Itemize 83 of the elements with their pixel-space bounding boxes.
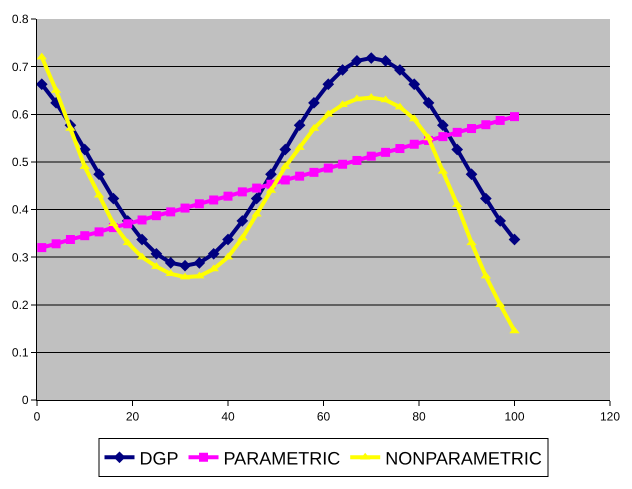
point xyxy=(194,199,204,208)
point xyxy=(380,55,392,67)
y-tick-label: 0.7 xyxy=(12,60,29,74)
point xyxy=(352,156,362,165)
point xyxy=(510,112,519,122)
y-tick-label: 0 xyxy=(22,393,29,408)
point xyxy=(366,152,376,161)
point xyxy=(324,164,333,173)
point xyxy=(338,160,348,169)
point xyxy=(194,256,206,269)
point xyxy=(410,140,419,149)
point xyxy=(180,204,190,213)
point xyxy=(467,124,476,134)
point xyxy=(480,192,492,204)
x-tick-label: 0 xyxy=(34,409,41,424)
point xyxy=(66,235,75,244)
point xyxy=(308,96,320,109)
point xyxy=(452,128,462,137)
point xyxy=(336,64,348,76)
point xyxy=(252,184,262,193)
point xyxy=(224,192,232,201)
point xyxy=(94,227,104,236)
point xyxy=(209,195,218,204)
point xyxy=(496,116,505,125)
x-tick-label: 20 xyxy=(126,409,140,424)
point xyxy=(78,144,91,156)
point xyxy=(138,215,147,224)
point xyxy=(222,234,234,246)
point xyxy=(395,144,404,154)
point xyxy=(279,144,292,156)
point xyxy=(166,207,176,216)
point xyxy=(394,64,406,76)
point xyxy=(322,78,334,90)
point xyxy=(481,120,490,130)
point xyxy=(295,172,304,181)
x-tick-label: 120 xyxy=(600,409,620,424)
y-tick-label: 0.5 xyxy=(12,155,29,170)
point xyxy=(236,215,248,227)
point xyxy=(80,231,90,240)
point xyxy=(466,168,478,180)
x-tick-label: 60 xyxy=(316,409,330,424)
y-tick-label: 0.6 xyxy=(12,107,29,122)
y-tick-label: 0.4 xyxy=(12,202,29,217)
point xyxy=(265,168,277,180)
point xyxy=(37,52,47,60)
point xyxy=(108,192,120,204)
point xyxy=(37,78,48,90)
legend-label: PARAMETRIC xyxy=(224,448,340,468)
y-tick-label: 0.1 xyxy=(12,346,29,360)
point xyxy=(238,187,247,196)
point xyxy=(422,96,434,109)
y-tick-label: 0.8 xyxy=(12,12,29,26)
point xyxy=(451,144,464,156)
point xyxy=(438,132,448,142)
point xyxy=(122,238,133,246)
point xyxy=(164,256,177,269)
y-tick-label: 0.2 xyxy=(12,298,29,312)
point xyxy=(280,175,290,184)
point xyxy=(250,192,262,204)
point xyxy=(494,215,506,227)
point xyxy=(351,55,363,67)
point xyxy=(179,260,191,272)
point xyxy=(437,119,449,132)
legend-label: DGP xyxy=(140,448,179,468)
point xyxy=(508,234,520,246)
point xyxy=(37,243,46,252)
point xyxy=(150,248,162,260)
legend-label: NONPARAMETRIC xyxy=(385,448,542,468)
point xyxy=(123,219,132,228)
point xyxy=(152,211,161,220)
point xyxy=(381,148,390,157)
point xyxy=(208,248,220,260)
point xyxy=(365,52,378,64)
point xyxy=(93,168,105,180)
point xyxy=(136,234,148,246)
x-tick-label: 40 xyxy=(221,409,235,424)
point xyxy=(294,119,306,132)
x-tick-label: 100 xyxy=(504,409,525,424)
point xyxy=(52,239,61,248)
point xyxy=(309,168,318,177)
y-tick-label: 0.3 xyxy=(12,250,29,264)
x-tick-label: 80 xyxy=(412,409,426,424)
point xyxy=(408,78,420,90)
